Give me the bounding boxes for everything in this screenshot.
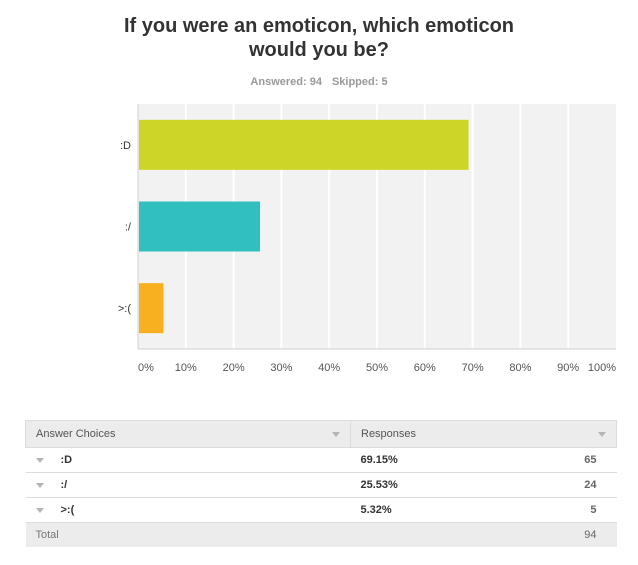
response-count: 65	[584, 454, 597, 466]
responses-header-label: Responses	[361, 428, 417, 440]
x-tick-label: 20%	[223, 362, 245, 374]
response-percent: 25.53%	[360, 479, 398, 491]
bar-2	[139, 201, 261, 252]
x-tick-label: 10%	[175, 362, 197, 374]
expand-caret-icon[interactable]	[35, 483, 44, 488]
choice-cell: >:(	[25, 497, 351, 523]
category-label: :D	[120, 140, 131, 152]
x-tick-label: 0%	[138, 362, 154, 374]
choice-label: :D	[60, 454, 73, 466]
table-row: >:( 5.32% 5	[25, 497, 617, 523]
sort-caret-icon[interactable]	[332, 432, 340, 437]
response-percent: 5.32%	[360, 504, 392, 516]
survey-question-title: If you were an emoticon, which emoticon …	[0, 14, 638, 62]
answered-count: Answered: 94	[250, 76, 322, 88]
choice-cell: :D	[25, 447, 351, 473]
table-header-row: Answer Choices Responses	[25, 420, 617, 448]
bar-3	[139, 283, 164, 334]
responses-table: Answer Choices Responses :D 69.15% 65 :/	[25, 420, 617, 547]
sort-caret-icon[interactable]	[598, 432, 606, 437]
response-count: 5	[590, 504, 597, 516]
x-tick-label: 40%	[318, 362, 340, 374]
response-cell: 25.53% 24	[350, 472, 617, 498]
answer-choices-header[interactable]: Answer Choices	[25, 420, 351, 448]
choice-label: :/	[60, 479, 68, 491]
response-percent: 69.15%	[360, 454, 398, 466]
x-tick-label: 50%	[366, 362, 388, 374]
bar-1	[139, 119, 469, 170]
choice-cell: :/	[25, 472, 351, 498]
response-cell: 69.15% 65	[350, 447, 617, 473]
total-count: 94	[584, 529, 597, 541]
x-tick-label: 30%	[270, 362, 292, 374]
choice-label: >:(	[60, 504, 75, 516]
x-tick-label: 60%	[414, 362, 436, 374]
table-row: :/ 25.53% 24	[25, 472, 617, 498]
response-count: 24	[584, 479, 597, 491]
answer-choices-header-label: Answer Choices	[36, 428, 116, 440]
x-tick-label: 90%	[557, 362, 579, 374]
response-stats: Answered: 94 Skipped: 5	[0, 76, 638, 88]
category-label: :/	[125, 222, 132, 234]
total-row: Total 94	[25, 522, 617, 547]
x-tick-label: 80%	[509, 362, 531, 374]
expand-caret-icon[interactable]	[35, 458, 44, 463]
response-cell: 5.32% 5	[350, 497, 617, 523]
category-label: >:(	[118, 303, 131, 315]
total-cell: 94	[350, 522, 617, 547]
x-tick-label: 100%	[588, 362, 616, 374]
title-line-2: would you be?	[249, 39, 389, 61]
responses-header[interactable]: Responses	[350, 420, 617, 448]
total-label: Total	[25, 522, 351, 547]
expand-caret-icon[interactable]	[35, 508, 44, 513]
x-tick-label: 70%	[462, 362, 484, 374]
table-row: :D 69.15% 65	[25, 447, 617, 473]
bar-chart: 0% 10% 20% 30% 40% 50% 60% 70% 80% 90% 100% :D :/ >:(	[118, 104, 616, 374]
skipped-count: Skipped: 5	[331, 76, 388, 88]
title-line-1: If you were an emoticon, which emoticon	[123, 15, 515, 37]
